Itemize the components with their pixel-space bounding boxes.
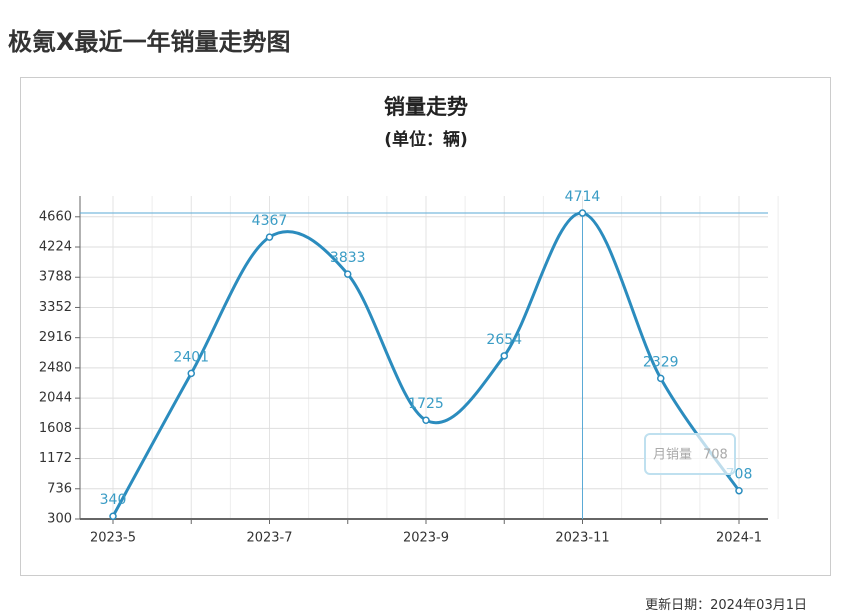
chart-title: 销量走势 <box>384 95 468 119</box>
tooltip-label: 月销量 <box>653 448 692 463</box>
data-label: 2654 <box>486 332 522 348</box>
x-tick-label: 2023-11 <box>555 531 609 546</box>
update-date: 更新日期：2024年03月1日 <box>645 598 807 613</box>
point <box>344 270 352 278</box>
chart-subtitle: (单位：辆) <box>384 129 468 150</box>
point <box>578 209 587 217</box>
page-title: 极氪X最近一年销量走势图 <box>8 28 291 56</box>
point <box>422 416 430 424</box>
chart-box <box>20 77 831 576</box>
data-label: 2329 <box>643 354 679 370</box>
point <box>109 512 117 520</box>
y-tick-label: 3788 <box>39 270 72 285</box>
data-label: 4714 <box>565 189 601 205</box>
y-tick-label: 736 <box>47 481 72 496</box>
x-tick-label: 2023-9 <box>403 531 449 546</box>
data-label: 2401 <box>173 349 209 365</box>
tooltip <box>644 433 736 475</box>
y-tick-label: 1608 <box>39 421 72 436</box>
y-tick-label: 2480 <box>39 360 72 375</box>
point <box>657 374 665 383</box>
point <box>265 233 274 241</box>
y-tick-label: 2916 <box>39 330 72 345</box>
y-tick-label: 2044 <box>39 391 72 406</box>
y-tick-label: 4224 <box>39 240 72 255</box>
data-label: 3833 <box>330 250 366 266</box>
point <box>187 369 195 378</box>
point <box>735 486 743 495</box>
x-tick-label: 2023-7 <box>246 531 292 546</box>
tooltip-value: 708 <box>703 448 728 463</box>
y-tick-label: 4660 <box>39 209 72 224</box>
x-tick-label: 2024-1 <box>716 531 762 546</box>
x-tick-label: 2023-5 <box>90 531 136 546</box>
y-tick-label: 3352 <box>39 300 72 315</box>
data-label: 340 <box>100 492 127 508</box>
point <box>500 352 508 360</box>
data-label: 4367 <box>252 213 288 229</box>
data-label: 1725 <box>408 396 444 412</box>
y-tick-label: 1172 <box>39 451 72 466</box>
y-tick-label: 300 <box>47 512 72 527</box>
